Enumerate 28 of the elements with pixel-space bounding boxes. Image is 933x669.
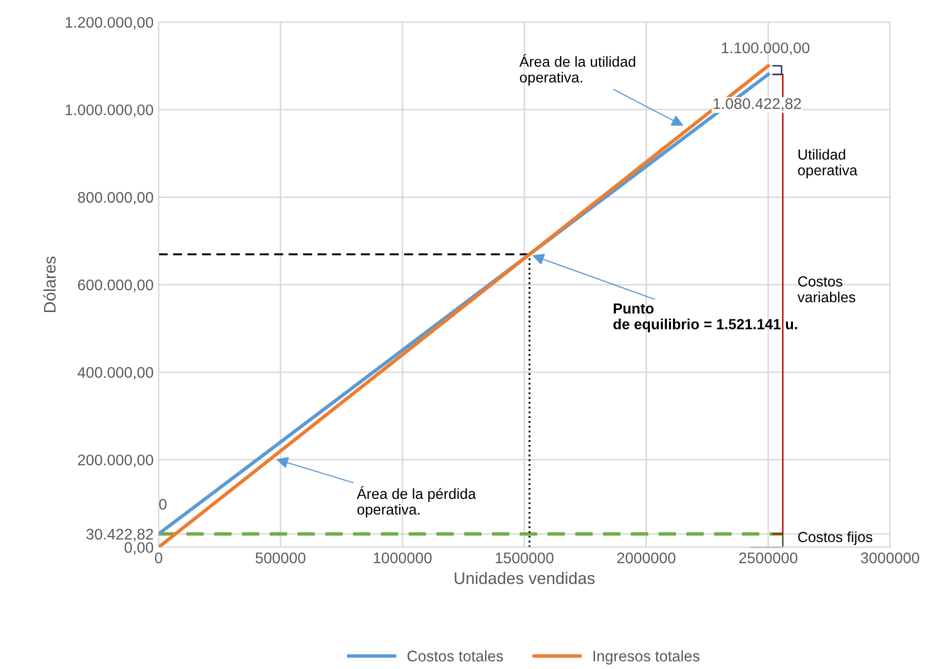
x-tick-label: 0	[154, 552, 162, 564]
x-axis-title: Unidades vendidas	[454, 572, 595, 584]
y-tick-label: 400.000,00	[78, 367, 154, 380]
x-tick-label: 500000	[256, 552, 306, 564]
y-tick-label: 1.200.000,00	[66, 16, 154, 30]
data-label: 1.100.000,00	[722, 42, 810, 56]
y-tick-label: 1.000.000,00	[66, 104, 154, 118]
annotation: Área de la pérdida operativa.	[356, 486, 476, 518]
annotation: Área de la utilidad operativa.	[519, 54, 636, 86]
x-tick-label: 3000000	[860, 552, 920, 564]
annotation: Utilidad operativa	[798, 148, 858, 178]
x-tick-label: 2000000	[617, 552, 676, 564]
y-tick-label: 0,00	[124, 542, 154, 555]
x-tick-label: 1000000	[374, 552, 432, 564]
y-tick-label: 600.000,00	[78, 280, 154, 292]
annotation: Costos variables	[797, 276, 856, 302]
legend-label: Ingresos totales	[594, 650, 700, 665]
annotation: Punto de equilibrio = 1.521.141 u.	[613, 303, 798, 332]
y-tick-label: 800.000,00	[78, 192, 154, 205]
x-tick-label: 1500000	[496, 552, 554, 564]
y-tick-label: 30.422,82	[86, 528, 153, 542]
x-tick-label: 2500000	[739, 552, 798, 564]
y-axis-title: Dólares	[43, 256, 56, 312]
y-tick-label: 200.000,00	[78, 454, 154, 468]
data-label: 1.080.422,82	[714, 98, 801, 111]
data-label: 0	[159, 498, 167, 510]
legend-label: Costos totales	[408, 650, 503, 662]
annotation: Costos fijos	[798, 531, 872, 546]
